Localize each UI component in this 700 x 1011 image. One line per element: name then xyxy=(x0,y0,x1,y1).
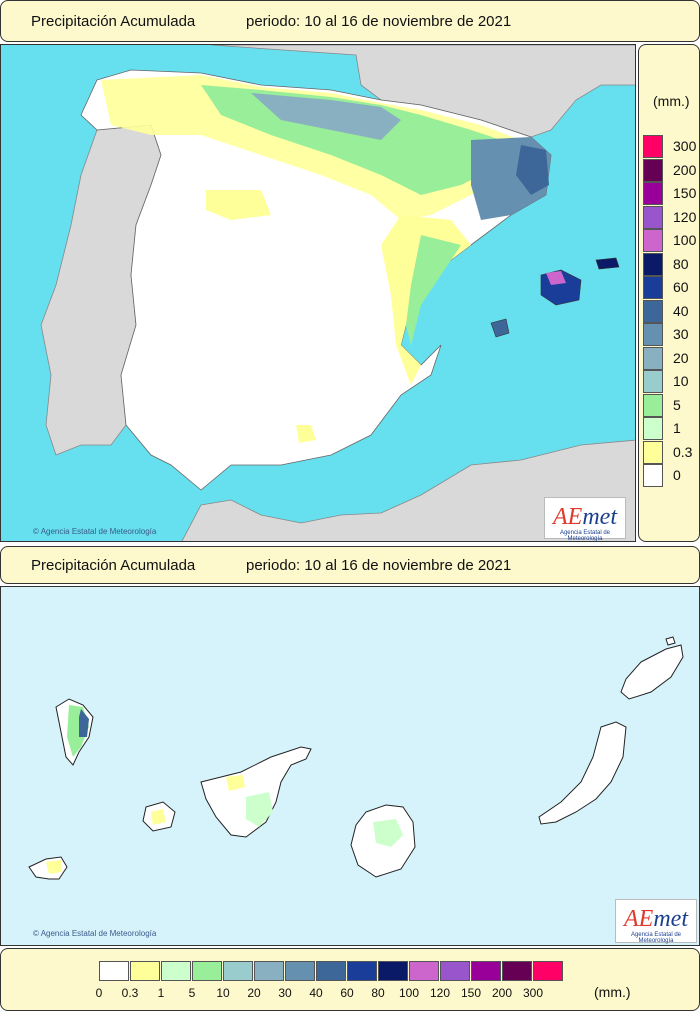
legend-v-label-300: 300 xyxy=(673,138,697,154)
legend-v-swatch-60 xyxy=(643,276,663,299)
legend-v-swatch-200 xyxy=(643,158,663,182)
legend-h-swatch-0 xyxy=(99,961,129,981)
legend-h-swatch-0.3 xyxy=(130,961,160,981)
top-title: Precipitación Acumulada xyxy=(31,12,196,30)
legend-h-swatch-10 xyxy=(223,961,253,981)
peninsula-map: AEmet Agencia Estatal de Meteorología © … xyxy=(0,44,636,542)
canary-map: AEmet Agencia Estatal de Meteorología © … xyxy=(0,586,700,946)
menorca xyxy=(595,257,620,270)
africa-land xyxy=(181,439,635,541)
precip-east-coast-green xyxy=(406,235,461,345)
legend-h-label-150: 150 xyxy=(460,986,482,1000)
legend-h-label-60: 60 xyxy=(340,986,354,1000)
legend-v-swatch-300 xyxy=(643,135,663,158)
legend-v-swatch-1 xyxy=(643,417,663,440)
legend-v-label-40: 40 xyxy=(673,302,689,319)
la-gomera-precip xyxy=(151,809,166,825)
legend-h-swatch-60 xyxy=(347,961,377,981)
legend-v-label-1: 1 xyxy=(673,420,681,436)
aemet-logo-top: AEmet Agencia Estatal de Meteorología xyxy=(544,497,626,541)
legend-h-label-40: 40 xyxy=(309,986,323,1000)
legend-h-label-200: 200 xyxy=(491,986,513,1000)
legend-v-swatch-100 xyxy=(643,229,663,252)
legend-v-swatch-80 xyxy=(643,252,663,276)
tenerife-precip xyxy=(246,792,273,827)
peninsula-map-svg xyxy=(40,45,635,541)
precip-north-teal xyxy=(251,93,401,140)
legend-h-label-0: 0 xyxy=(95,986,103,1000)
ibiza xyxy=(490,318,510,338)
legend-v-swatch-0.3 xyxy=(643,440,663,464)
legend-v-label-20: 20 xyxy=(673,349,689,366)
legend-v-swatch-10 xyxy=(643,370,663,393)
la-graciosa xyxy=(665,636,676,646)
legend-h-label-5: 5 xyxy=(188,986,196,1000)
legend-v-label-60: 60 xyxy=(673,279,689,295)
legend-h-swatch-300 xyxy=(533,961,563,981)
legend-vertical: 0 0.3 1 5 10 20 30 40 60 80 100 120 150 200 300 xyxy=(643,135,700,495)
legend-v-label-10: 10 xyxy=(673,373,689,389)
legend-h-swatch-5 xyxy=(192,961,222,981)
legend-v-label-80: 80 xyxy=(673,255,689,272)
bottom-title-bar: Precipitación Acumulada periodo: 10 al 1… xyxy=(0,546,700,584)
legend-v-label-5: 5 xyxy=(673,396,681,413)
bottom-period: periodo: 10 al 16 de noviembre de 2021 xyxy=(246,556,512,574)
legend-h-swatch-20 xyxy=(254,961,284,981)
legend-horizontal-unit: (mm.) xyxy=(594,984,631,1000)
lanzarote xyxy=(620,644,684,700)
top-title-bar: Precipitación Acumulada periodo: 10 al 1… xyxy=(0,0,700,42)
legend-h-label-20: 20 xyxy=(247,986,261,1000)
legend-h-swatch-40 xyxy=(316,961,346,981)
precip-centre-yellow xyxy=(206,190,271,220)
legend-vertical-unit: (mm.) xyxy=(653,93,690,109)
legend-h-label-0.3: 0.3 xyxy=(121,986,139,1000)
tenerife xyxy=(200,746,312,838)
tenerife-precip2 xyxy=(226,775,245,791)
legend-h-label-1: 1 xyxy=(157,986,165,1000)
legend-vertical-panel: (mm.) 0 0.3 1 5 10 20 30 40 60 80 100 120 150 200 300 xyxy=(638,44,700,542)
legend-h-label-300: 300 xyxy=(522,986,544,1000)
legend-v-label-0: 0 xyxy=(673,467,681,483)
el-hierro-precip xyxy=(46,860,61,874)
legend-horizontal-panel: 0 0.3 1 5 10 20 30 40 60 80 100 120 150 200 300 (mm.) xyxy=(0,948,700,1011)
legend-v-swatch-150 xyxy=(643,182,663,205)
legend-v-label-120: 120 xyxy=(673,208,697,225)
legend-v-swatch-120 xyxy=(643,205,663,229)
legend-h-label-30: 30 xyxy=(278,986,292,1000)
legend-h-swatch-120 xyxy=(440,961,470,981)
legend-h-swatch-200 xyxy=(502,961,532,981)
legend-v-label-150: 150 xyxy=(673,185,697,201)
precip-south-yellow xyxy=(296,425,316,443)
legend-v-swatch-20 xyxy=(643,346,663,370)
legend-v-swatch-30 xyxy=(643,323,663,346)
legend-h-swatch-80 xyxy=(378,961,408,981)
legend-h-swatch-1 xyxy=(161,961,191,981)
legend-h-label-100: 100 xyxy=(398,986,420,1000)
legend-h-label-80: 80 xyxy=(371,986,385,1000)
credit-bottom: © Agencia Estatal de Meteorología xyxy=(33,929,157,938)
top-period: periodo: 10 al 16 de noviembre de 2021 xyxy=(246,12,512,30)
legend-h-swatch-150 xyxy=(471,961,501,981)
legend-v-swatch-40 xyxy=(643,299,663,323)
fuerteventura xyxy=(538,721,627,825)
legend-horizontal: 0 0.3 1 5 10 20 30 40 60 80 100 120 150 200 300 xyxy=(95,961,564,1006)
legend-h-swatch-100 xyxy=(409,961,439,981)
aemet-logo-bottom: AEmet Agencia Estatal de Meteorología xyxy=(615,899,697,944)
bottom-title: Precipitación Acumulada xyxy=(31,556,196,574)
legend-v-label-200: 200 xyxy=(673,161,697,178)
credit-top: © Agencia Estatal de Meteorología xyxy=(33,527,157,536)
legend-v-label-30: 30 xyxy=(673,326,689,342)
mallorca-core xyxy=(546,271,566,285)
legend-v-label-100: 100 xyxy=(673,232,697,248)
precip-catalonia-dark xyxy=(516,145,549,195)
gran-canaria-precip xyxy=(373,819,403,847)
canary-map-svg xyxy=(28,636,684,880)
legend-v-label-0.3: 0.3 xyxy=(673,443,693,460)
legend-v-swatch-0 xyxy=(643,464,663,487)
legend-h-swatch-30 xyxy=(285,961,315,981)
legend-v-swatch-5 xyxy=(643,393,663,417)
legend-h-label-120: 120 xyxy=(429,986,451,1000)
la-palma-precip-dark xyxy=(79,709,89,737)
legend-h-label-10: 10 xyxy=(216,986,230,1000)
